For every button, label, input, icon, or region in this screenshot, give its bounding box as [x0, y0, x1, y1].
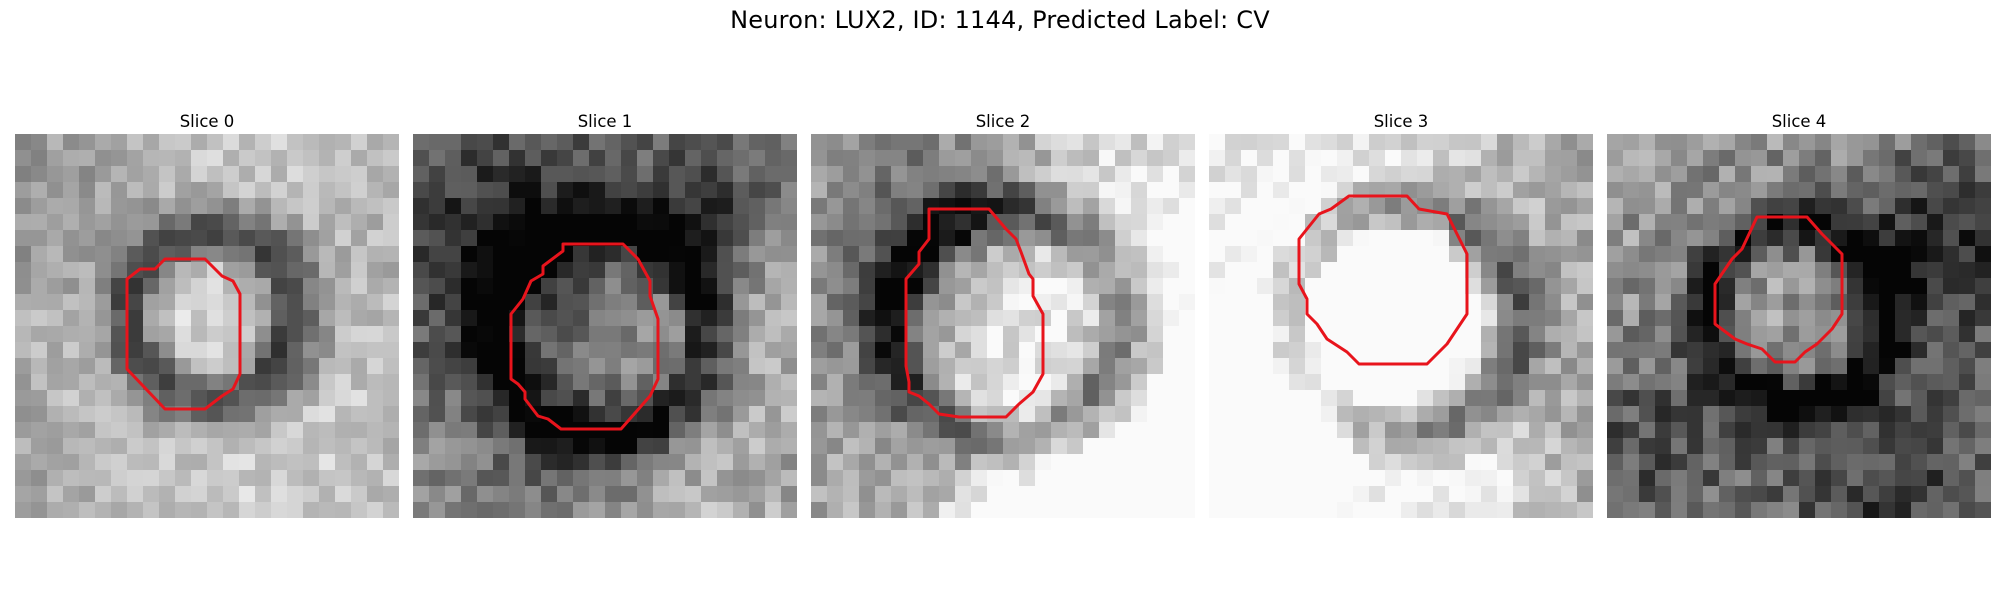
slice-image-1: [413, 134, 797, 518]
segmentation-contour: [1713, 215, 1844, 364]
segmentation-contour: [125, 257, 242, 411]
slice-panel-2: Slice 2: [811, 110, 1195, 518]
slice-title-0: Slice 0: [179, 112, 235, 131]
slice-image-0: [15, 134, 399, 518]
segmentation-contour: [509, 242, 660, 431]
slice-image-3: [1209, 134, 1593, 518]
slice-panel-0: Slice 0: [15, 110, 399, 518]
segmentation-contour: [904, 207, 1045, 419]
slice-title-1: Slice 1: [577, 112, 633, 131]
slice-panel-3: Slice 3: [1209, 110, 1593, 518]
slice-image-2: [811, 134, 1195, 518]
figure-title: Neuron: LUX2, ID: 1144, Predicted Label:…: [730, 6, 1270, 34]
slice-title-2: Slice 2: [975, 112, 1031, 131]
slice-title-4: Slice 4: [1771, 112, 1827, 131]
slice-title-3: Slice 3: [1373, 112, 1429, 131]
segmentation-contour: [1297, 194, 1469, 366]
slice-panel-1: Slice 1: [413, 110, 797, 518]
slice-image-4: [1607, 134, 1991, 518]
slice-panel-4: Slice 4: [1607, 110, 1991, 518]
